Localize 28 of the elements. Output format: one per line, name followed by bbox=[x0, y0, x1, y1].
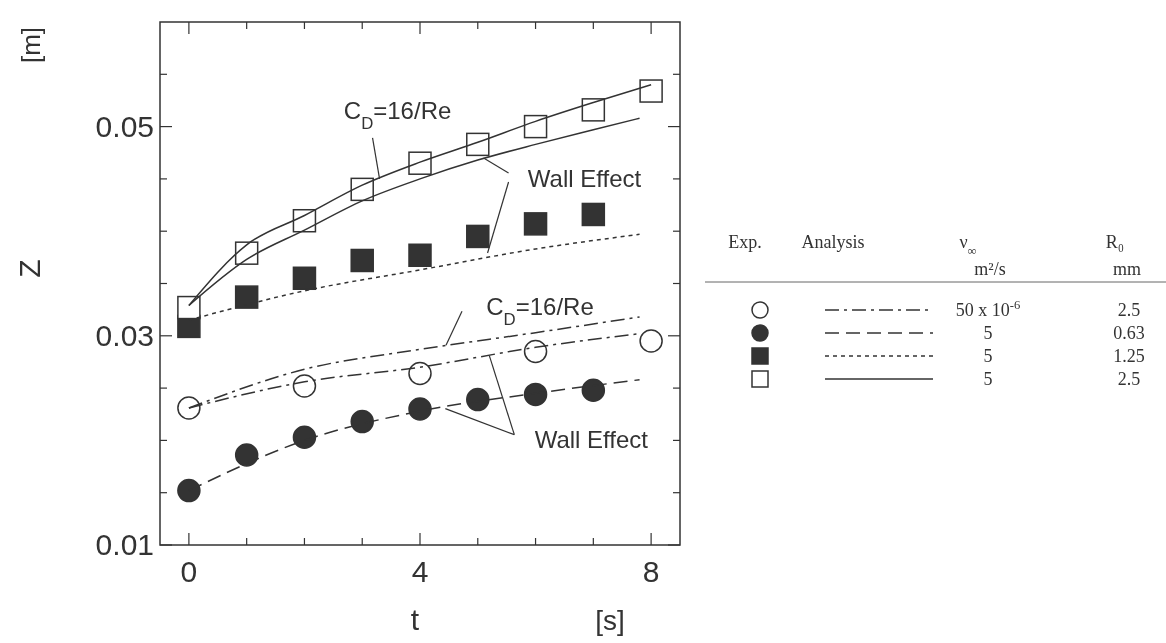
text: 50 x 10$^{-6}$ bbox=[955, 298, 1021, 320]
annotation: Wall Effect bbox=[534, 425, 649, 453]
text: R₀ bbox=[1105, 232, 1125, 252]
text: 5 bbox=[983, 369, 993, 389]
text: [s] bbox=[595, 605, 625, 636]
x-axis-title: t bbox=[410, 603, 420, 636]
text: 1.25 bbox=[1113, 346, 1145, 366]
text: mm bbox=[1112, 259, 1142, 279]
text: Analysis bbox=[801, 232, 865, 252]
x-tick-label: 8 bbox=[642, 555, 660, 588]
annotation: C$_{D}$=16/Re bbox=[486, 293, 594, 329]
text: ν$_{∞}$ bbox=[959, 232, 977, 258]
text: 2.5 bbox=[1117, 369, 1141, 389]
x-tick-label: 0 bbox=[180, 555, 198, 588]
y-tick-label: 0.01 bbox=[95, 528, 154, 561]
annotation: Wall Effect bbox=[527, 164, 642, 192]
text: m²/s bbox=[974, 259, 1006, 279]
x-tick-label: 4 bbox=[411, 555, 429, 588]
text: 0.63 bbox=[1113, 323, 1145, 343]
y-tick-label: 0.05 bbox=[95, 109, 154, 143]
annotation: C$_{D}$=16/Re bbox=[343, 96, 452, 133]
text: Exp. bbox=[728, 232, 762, 252]
text: [m] bbox=[16, 26, 46, 64]
text: 5 bbox=[983, 346, 993, 366]
text: 2.5 bbox=[1117, 300, 1141, 320]
y-axis-title: Z bbox=[13, 259, 46, 278]
text: 5 bbox=[983, 323, 993, 343]
y-tick-label: 0.03 bbox=[95, 318, 154, 352]
